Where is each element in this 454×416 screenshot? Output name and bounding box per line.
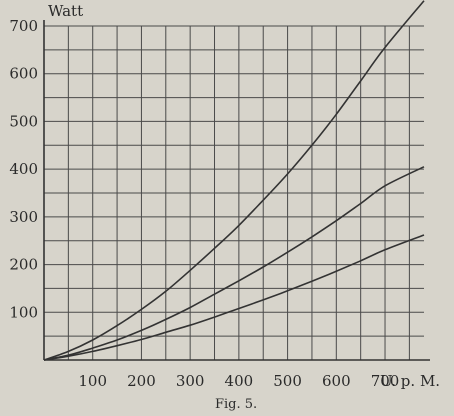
x-axis-unit-label: U. p. M. [380, 372, 440, 390]
x-tick-label: 300 [176, 372, 205, 390]
y-tick-label: 500 [9, 112, 38, 130]
x-tick-label: 700 [371, 372, 400, 390]
x-tick-label: 600 [322, 372, 351, 390]
y-axis-unit-label: Watt [48, 2, 83, 20]
y-tick-label: 600 [9, 65, 38, 83]
y-tick-label: 700 [9, 17, 38, 35]
series-line-1 [43, 0, 425, 361]
x-tick-label: 100 [78, 372, 107, 390]
figure-caption: Fig. 5. [215, 397, 257, 412]
y-tick-label: 300 [9, 208, 38, 226]
series-line-3 [43, 234, 425, 361]
x-tick-label: 200 [127, 372, 156, 390]
tick-labels: 100 200 300 400 500 600 700 100 200 300 400 500 600 7… [9, 17, 399, 390]
series-lines [43, 0, 425, 361]
series-line-2 [43, 166, 425, 361]
axes [43, 20, 430, 361]
x-tick-label: 400 [225, 372, 254, 390]
y-tick-label: 200 [9, 256, 38, 274]
x-tick-label: 500 [273, 372, 302, 390]
y-tick-label: 100 [9, 303, 38, 321]
grid [44, 25, 424, 360]
y-tick-label: 400 [9, 160, 38, 178]
